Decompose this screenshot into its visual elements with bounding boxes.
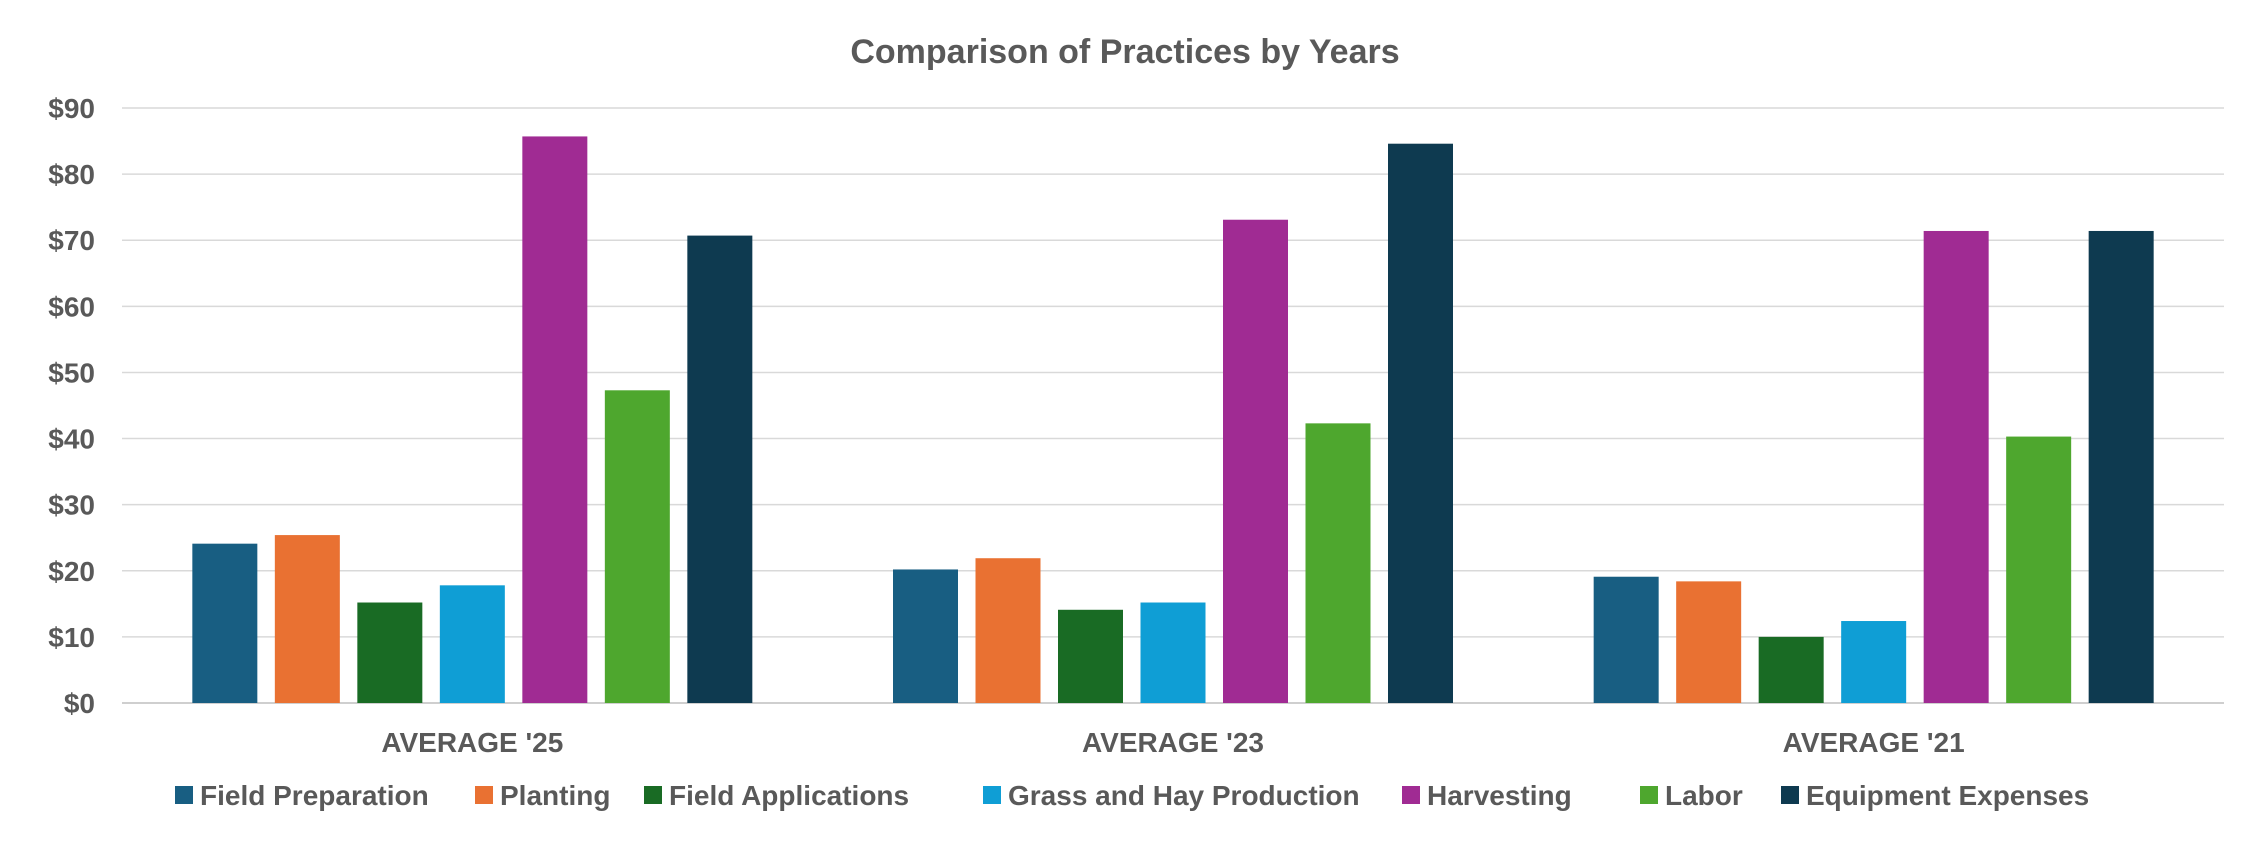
bar-grass-and-hay-production [1140,602,1206,703]
legend-label: Equipment Expenses [1806,780,2089,811]
legend-swatch [475,786,493,804]
bar-equipment-expenses [2088,230,2154,703]
legend-label: Grass and Hay Production [1008,780,1360,811]
bar-labor [1305,423,1371,703]
legend-item: Field Applications [644,780,909,811]
y-tick-label: $20 [48,556,95,587]
legend-label: Labor [1665,780,1743,811]
y-tick-label: $70 [48,225,95,256]
legend-item: Planting [475,780,610,811]
y-tick-label: $60 [48,291,95,322]
bar-equipment-expenses [687,235,753,703]
legend-swatch [175,786,193,804]
legend-label: Planting [500,780,610,811]
y-tick-label: $30 [48,490,95,521]
bar-field-preparation [192,543,258,703]
legend-swatch [1781,786,1799,804]
y-tick-label: $50 [48,357,95,388]
legend-swatch [644,786,662,804]
bar-harvesting [522,136,588,703]
bar-field-applications [357,602,423,703]
category-label: AVERAGE '25 [381,727,563,758]
y-tick-label: $40 [48,424,95,455]
category-label: AVERAGE '21 [1783,727,1965,758]
legend-item: Field Preparation [175,780,429,811]
bar-field-preparation [1593,576,1659,703]
bar-planting [975,558,1041,703]
bar-labor [2006,436,2072,703]
bar-field-preparation [893,569,958,703]
y-tick-label: $90 [48,93,95,124]
y-tick-label: $80 [48,159,95,190]
legend-label: Field Applications [669,780,909,811]
bar-planting [1676,581,1742,703]
bar-equipment-expenses [1388,143,1453,703]
bar-labor [604,390,670,703]
bar-harvesting [1223,219,1288,703]
legend-item: Grass and Hay Production [983,780,1360,811]
category-label: AVERAGE '23 [1082,727,1264,758]
legend-label: Field Preparation [200,780,429,811]
legend-item: Labor [1640,780,1743,811]
bar-harvesting [1923,230,1989,703]
legend-swatch [1402,786,1420,804]
bar-planting [274,535,340,703]
bar-grass-and-hay-production [439,585,505,703]
legend-swatch [983,786,1001,804]
bar-field-applications [1758,636,1824,703]
bar-field-applications [1058,609,1123,703]
y-tick-label: $10 [48,622,95,653]
legend-item: Equipment Expenses [1781,780,2089,811]
legend-label: Harvesting [1427,780,1572,811]
legend-item: Harvesting [1402,780,1572,811]
legend-swatch [1640,786,1658,804]
y-tick-label: $0 [64,688,95,719]
chart-title: Comparison of Practices by Years [850,33,1399,71]
bar-grass-and-hay-production [1841,621,1907,703]
